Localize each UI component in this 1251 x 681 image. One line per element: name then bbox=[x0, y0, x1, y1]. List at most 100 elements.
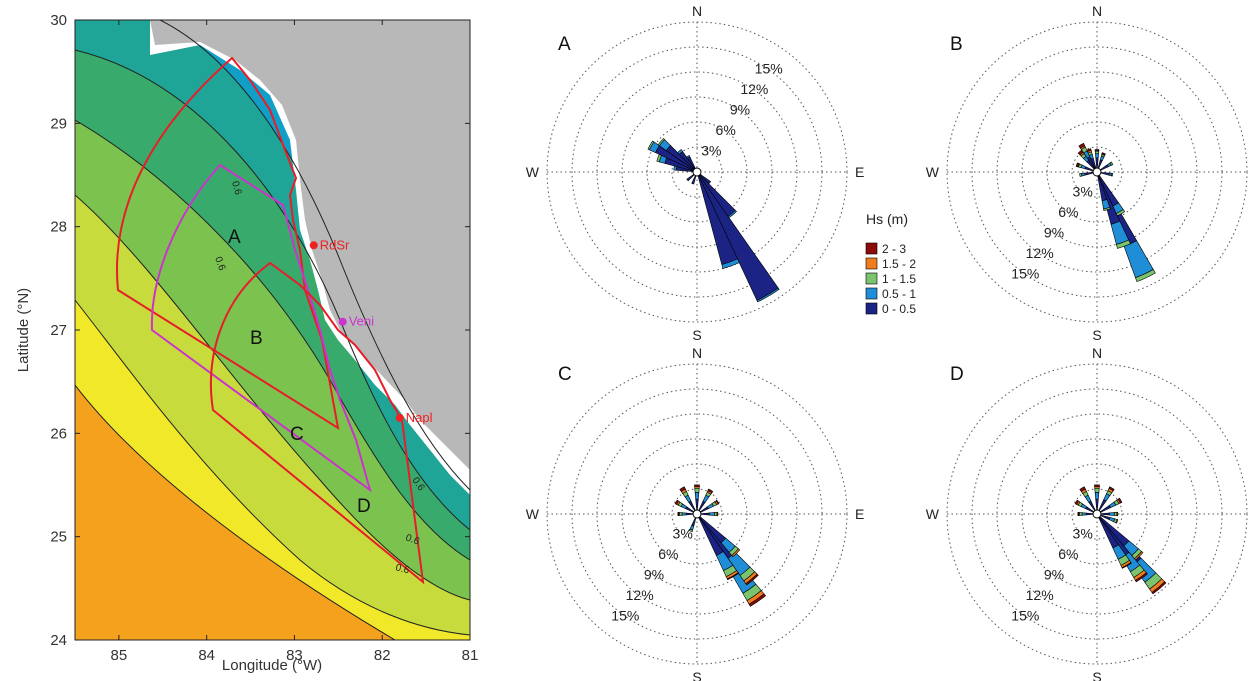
rose-petal-segment bbox=[688, 528, 694, 533]
rose-ring-label: 3% bbox=[701, 143, 721, 159]
rose-petal-segment bbox=[1099, 164, 1109, 171]
rose-ring bbox=[596, 413, 798, 615]
city-label-rdsr: RdSr bbox=[320, 237, 350, 252]
rose-petal-segment bbox=[707, 488, 714, 494]
map-x-tick-label: 85 bbox=[111, 647, 128, 664]
map-y-tick-label: 24 bbox=[50, 632, 67, 649]
rose-ring bbox=[996, 413, 1198, 615]
rose-petal-segment bbox=[679, 512, 683, 516]
map-y-tick-label: 29 bbox=[50, 115, 67, 132]
rose-petal-segment bbox=[686, 173, 695, 182]
city-label-veni: Veni bbox=[349, 314, 374, 329]
rose-petal-segment bbox=[748, 593, 766, 607]
rose-petal-segment bbox=[1079, 173, 1083, 177]
rose-petal-segment bbox=[647, 140, 655, 151]
rose-petal-segment bbox=[1109, 161, 1114, 166]
rose-center bbox=[1092, 167, 1102, 177]
rose-ring-label: 9% bbox=[1044, 224, 1064, 240]
wave-rose-c: N E S W 3% 6% 9% 12% 15% C bbox=[526, 345, 865, 681]
rose-direction-w: W bbox=[926, 164, 940, 180]
rose-petal-segment bbox=[1111, 172, 1114, 177]
region-label-d: D bbox=[357, 496, 371, 517]
contour-label: 0.6 bbox=[229, 180, 243, 197]
rose-ring bbox=[996, 71, 1198, 273]
map-x-tick-label: 82 bbox=[374, 647, 391, 664]
rose-petal-segment bbox=[1100, 512, 1110, 516]
rose-petal-segment bbox=[656, 153, 662, 163]
rose-petal-segment bbox=[695, 498, 699, 511]
rose-petal-segment bbox=[674, 499, 679, 505]
legend-swatch bbox=[865, 242, 878, 255]
rose-ring-label: 15% bbox=[1011, 265, 1039, 281]
map-y-tick-label: 28 bbox=[50, 219, 67, 236]
rose-ring-label: 6% bbox=[1058, 204, 1078, 220]
map-x-tick-label: 81 bbox=[462, 647, 479, 664]
rose-panel-label: C bbox=[558, 364, 572, 385]
legend-entry: 0 - 0.5 bbox=[882, 302, 916, 316]
map-region-labels: A B C D bbox=[228, 227, 371, 517]
rose-petal-segment bbox=[1094, 484, 1100, 487]
rose-petal-segment bbox=[716, 511, 719, 517]
rose-petal-segment bbox=[1103, 206, 1111, 211]
rose-ring-label: 9% bbox=[644, 566, 664, 582]
rose-petal-segment bbox=[1115, 519, 1119, 524]
rose-petal-segment bbox=[677, 512, 680, 516]
region-boundaries bbox=[116, 56, 425, 585]
rose-petal-segment bbox=[1084, 172, 1094, 176]
rose-ring-label: 3% bbox=[1073, 183, 1093, 199]
contour-label: 0.6 bbox=[394, 562, 411, 576]
rose-petal-segment bbox=[1115, 209, 1126, 217]
rose-ring-label: 12% bbox=[740, 81, 768, 97]
rose-petal-segment bbox=[685, 512, 694, 516]
rose-petal-segment bbox=[709, 512, 715, 516]
legend-swatch bbox=[865, 257, 878, 270]
rose-petal-segment bbox=[1108, 486, 1115, 492]
rose-ring-label: 6% bbox=[716, 122, 736, 138]
rose-petal-segment bbox=[694, 484, 700, 487]
rose-petal-segment bbox=[1095, 157, 1099, 169]
rose-petal-segment bbox=[1121, 562, 1132, 569]
rose-petal-segment bbox=[686, 154, 691, 159]
legend-swatch bbox=[865, 302, 878, 315]
region-label-c: C bbox=[290, 424, 304, 445]
rose-petal-segment bbox=[1135, 269, 1156, 283]
rose-petal-segment bbox=[1109, 512, 1115, 516]
rose-petal-segment bbox=[1079, 486, 1086, 492]
map-panel: 85 84 83 82 81 30 29 28 27 26 25 24 A B C D RdSr Veni Na… bbox=[15, 12, 479, 674]
wave-height-legend: Hs (m) 2 - 31.5 - 21 - 1.50.5 - 10 - 0.5 bbox=[865, 211, 916, 316]
rose-ring-label: 15% bbox=[611, 607, 639, 623]
rose-petal-segment bbox=[715, 499, 720, 505]
rose-petal-segment bbox=[1079, 512, 1083, 516]
rose-petal-segment bbox=[673, 165, 678, 171]
legend-swatch bbox=[865, 272, 878, 285]
rose-panel-label: A bbox=[558, 34, 571, 55]
rose-direction-n: N bbox=[1092, 3, 1102, 19]
rose-petal-segment bbox=[694, 492, 700, 500]
rose-petal-segment bbox=[657, 137, 666, 147]
map-y-tick-label: 25 bbox=[50, 529, 67, 546]
rose-petal-segment bbox=[1097, 159, 1103, 169]
rose-petal-segment bbox=[677, 149, 684, 155]
rose-petal-segment bbox=[1074, 499, 1079, 505]
rose-ring-label: 12% bbox=[626, 587, 654, 603]
city-marker-napl bbox=[395, 413, 404, 422]
rose-direction-e: E bbox=[855, 164, 864, 180]
rose-direction-w: W bbox=[926, 506, 940, 522]
rose-petal-segment bbox=[1134, 572, 1148, 583]
rose-direction-n: N bbox=[1092, 345, 1102, 361]
rose-petal-segment bbox=[1085, 512, 1094, 516]
rose-direction-e: E bbox=[855, 506, 864, 522]
rose-ring-label: 12% bbox=[1026, 245, 1054, 261]
rose-petal-segment bbox=[1094, 150, 1100, 155]
contour-lines bbox=[75, 20, 470, 640]
map-y-axis-label: Latitude (°N) bbox=[15, 288, 32, 372]
legend-entry: 2 - 3 bbox=[882, 242, 906, 256]
region-c-boundary bbox=[210, 261, 425, 585]
rose-petal-segment bbox=[1116, 511, 1119, 517]
rose-ring-label: 15% bbox=[755, 61, 783, 77]
rose-panel-label: D bbox=[950, 364, 964, 385]
wave-height-contour-map bbox=[75, 20, 470, 640]
rose-petal-segment bbox=[726, 572, 740, 581]
rose-petal-segment bbox=[700, 512, 710, 516]
